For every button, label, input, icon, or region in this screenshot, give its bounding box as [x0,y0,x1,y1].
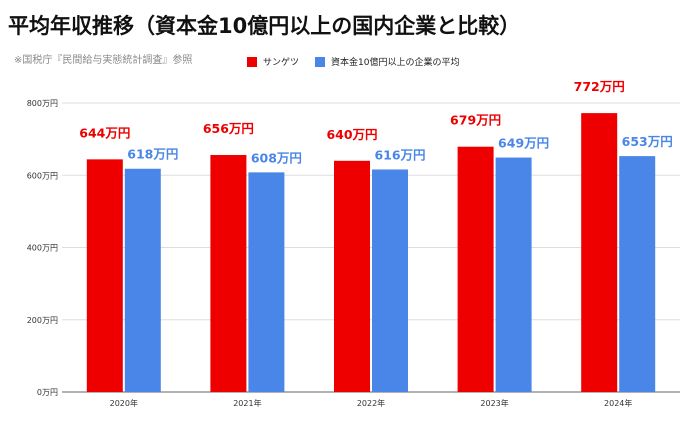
x-tick-label: 2024年 [604,398,632,408]
chart-title: 平均年収推移（資本金10億円以上の国内企業と比較） [8,14,521,38]
legend-item-series1: サンゲツ [247,55,299,68]
legend-swatch-series1 [247,56,257,67]
legend-swatch-series2 [315,56,326,67]
bar-2-2024年 [619,156,656,392]
data-label: 653万円 [622,134,673,149]
data-label: 644万円 [79,125,130,140]
bar-2-2020年 [124,168,161,392]
legend: サンゲツ 資本金10億円以上の企業の平均 [247,55,475,68]
data-label: 772万円 [574,79,625,94]
x-tick-label: 2020年 [110,398,138,408]
data-label: 618万円 [127,147,178,162]
bar-2-2022年 [372,169,408,392]
bar-1-2021年 [210,155,247,392]
x-tick-label: 2021年 [233,398,261,408]
legend-label-series2: 資本金10億円以上の企業の平均 [331,58,460,68]
source-note: ※国税庁『民間給与実態統計調査』参照 [14,55,193,66]
y-tick-label: 800万円 [27,99,58,108]
bar-1-2024年 [581,113,618,393]
y-tick-label: 400万円 [27,244,58,253]
data-label: 649万円 [498,136,549,151]
y-tick-label: 0万円 [37,388,58,397]
bar-1-2020年 [86,159,123,392]
y-tick-label: 200万円 [27,316,58,325]
data-label: 608万円 [251,150,302,165]
data-label: 679万円 [450,113,501,128]
bar-2-2023年 [495,157,532,392]
bar-1-2022年 [334,160,370,392]
y-tick-label: 600万円 [27,171,58,180]
data-label: 640万円 [326,127,377,142]
legend-item-series2: 資本金10億円以上の企業の平均 [315,55,459,68]
data-label: 616万円 [374,147,425,162]
x-tick-label: 2023年 [480,398,508,408]
bar-2-2021年 [248,172,285,392]
data-label: 656万円 [203,121,254,136]
bar-1-2023年 [457,146,494,392]
legend-label-series1: サンゲツ [263,58,300,68]
x-tick-label: 2022年 [357,398,385,408]
